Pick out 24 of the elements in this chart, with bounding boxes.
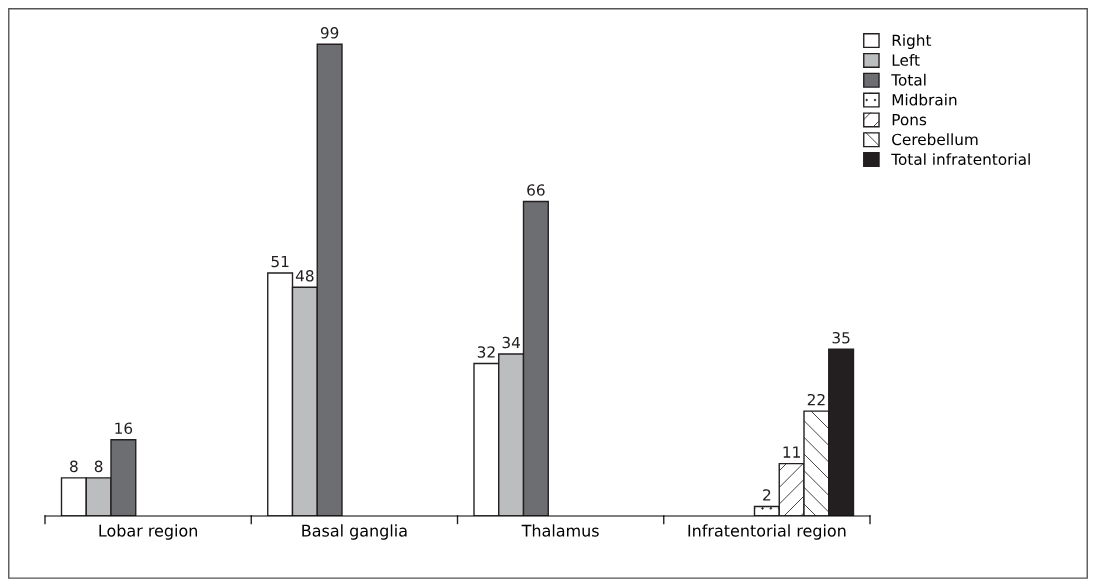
legend-label: Midbrain	[892, 93, 957, 106]
data-label: 51	[271, 255, 289, 268]
x-tick-label: Thalamus	[521, 524, 599, 537]
legend-label: Right	[892, 34, 932, 49]
data-label: 8	[94, 460, 103, 473]
data-label: 35	[832, 331, 850, 344]
data-label: 22	[807, 393, 825, 406]
x-tick-label: Infratentorial region	[688, 524, 846, 540]
data-label: 32	[477, 346, 495, 358]
data-label: 99	[320, 27, 339, 39]
data-label: 66	[527, 184, 545, 196]
legend-label: Left	[892, 54, 920, 66]
legend-label: Cerebellum	[892, 133, 978, 146]
legend-label: Pons	[892, 114, 927, 126]
x-tick-label: Basal ganglia	[302, 524, 407, 540]
data-label: 16	[115, 422, 133, 435]
x-tick-label: Lobar region	[99, 524, 197, 540]
data-label: 48	[295, 270, 314, 282]
legend-label: Total infratentorial	[891, 153, 1030, 166]
data-label: 8	[70, 460, 78, 473]
data-label: 11	[783, 446, 800, 458]
legend-label: Total	[891, 73, 926, 86]
data-label: 2	[763, 489, 771, 501]
data-label: 34	[502, 336, 520, 349]
